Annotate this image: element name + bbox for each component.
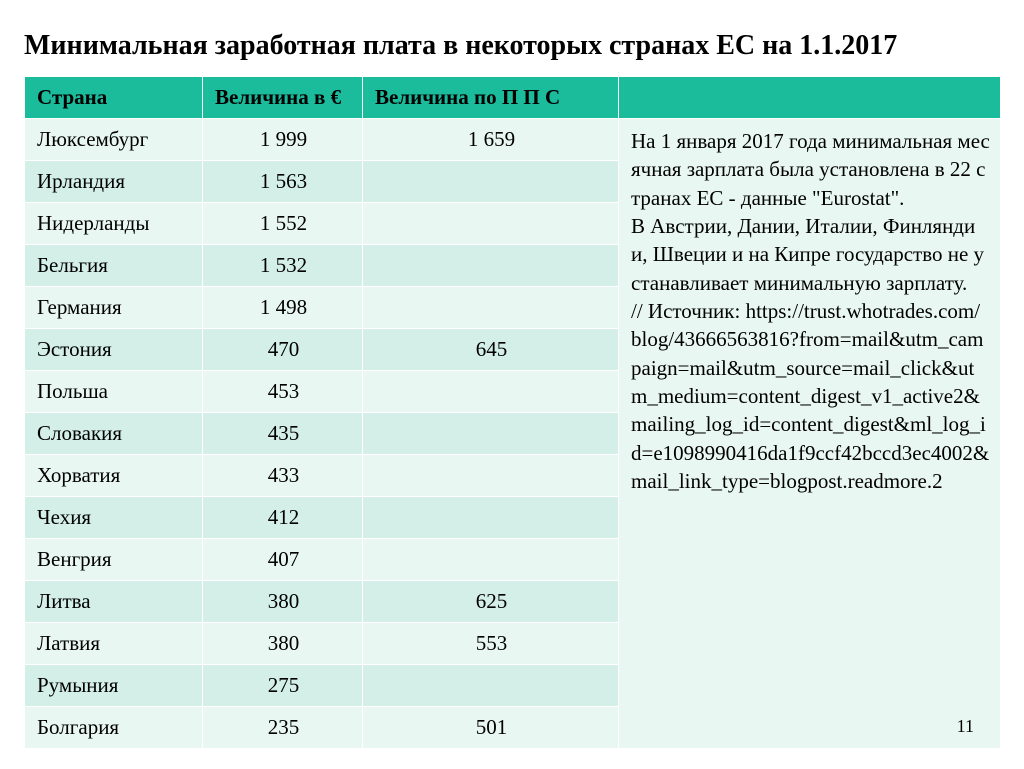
cell-country: Румыния xyxy=(25,665,203,707)
cell-eur: 433 xyxy=(203,455,363,497)
cell-ppp xyxy=(363,245,619,287)
page-title: Минимальная заработная плата в некоторых… xyxy=(24,30,1000,62)
col-header-eur: Величина в € xyxy=(203,77,363,119)
cell-country: Германия xyxy=(25,287,203,329)
col-header-country: Страна xyxy=(25,77,203,119)
cell-ppp xyxy=(363,371,619,413)
cell-country: Польша xyxy=(25,371,203,413)
wage-table: Страна Величина в € Величина по П П С Лю… xyxy=(24,76,1001,749)
cell-ppp xyxy=(363,665,619,707)
cell-ppp: 553 xyxy=(363,623,619,665)
note-cell: На 1 января 2017 года минимальная месячн… xyxy=(619,119,1001,749)
cell-eur: 275 xyxy=(203,665,363,707)
cell-country: Словакия xyxy=(25,413,203,455)
cell-country: Латвия xyxy=(25,623,203,665)
cell-country: Литва xyxy=(25,581,203,623)
cell-eur: 1 563 xyxy=(203,161,363,203)
cell-country: Ирландия xyxy=(25,161,203,203)
cell-country: Бельгия xyxy=(25,245,203,287)
cell-ppp: 501 xyxy=(363,707,619,749)
cell-ppp xyxy=(363,413,619,455)
cell-country: Нидерланды xyxy=(25,203,203,245)
cell-eur: 1 498 xyxy=(203,287,363,329)
cell-ppp xyxy=(363,539,619,581)
cell-ppp xyxy=(363,287,619,329)
cell-ppp xyxy=(363,455,619,497)
cell-eur: 1 552 xyxy=(203,203,363,245)
cell-eur: 1 999 xyxy=(203,119,363,161)
cell-ppp xyxy=(363,497,619,539)
cell-country: Люксембург xyxy=(25,119,203,161)
cell-ppp: 1 659 xyxy=(363,119,619,161)
cell-eur: 1 532 xyxy=(203,245,363,287)
cell-eur: 407 xyxy=(203,539,363,581)
col-header-note xyxy=(619,77,1001,119)
col-header-ppp: Величина по П П С xyxy=(363,77,619,119)
cell-country: Хорватия xyxy=(25,455,203,497)
cell-country: Эстония xyxy=(25,329,203,371)
cell-eur: 380 xyxy=(203,581,363,623)
cell-country: Болгария xyxy=(25,707,203,749)
cell-ppp: 645 xyxy=(363,329,619,371)
cell-country: Чехия xyxy=(25,497,203,539)
table-row: Люксембург1 9991 659На 1 января 2017 год… xyxy=(25,119,1001,161)
cell-ppp xyxy=(363,203,619,245)
cell-eur: 235 xyxy=(203,707,363,749)
cell-eur: 412 xyxy=(203,497,363,539)
cell-eur: 470 xyxy=(203,329,363,371)
cell-country: Венгрия xyxy=(25,539,203,581)
cell-eur: 435 xyxy=(203,413,363,455)
page-number: 11 xyxy=(957,714,974,738)
cell-eur: 380 xyxy=(203,623,363,665)
table-header-row: Страна Величина в € Величина по П П С xyxy=(25,77,1001,119)
cell-ppp: 625 xyxy=(363,581,619,623)
cell-eur: 453 xyxy=(203,371,363,413)
cell-ppp xyxy=(363,161,619,203)
